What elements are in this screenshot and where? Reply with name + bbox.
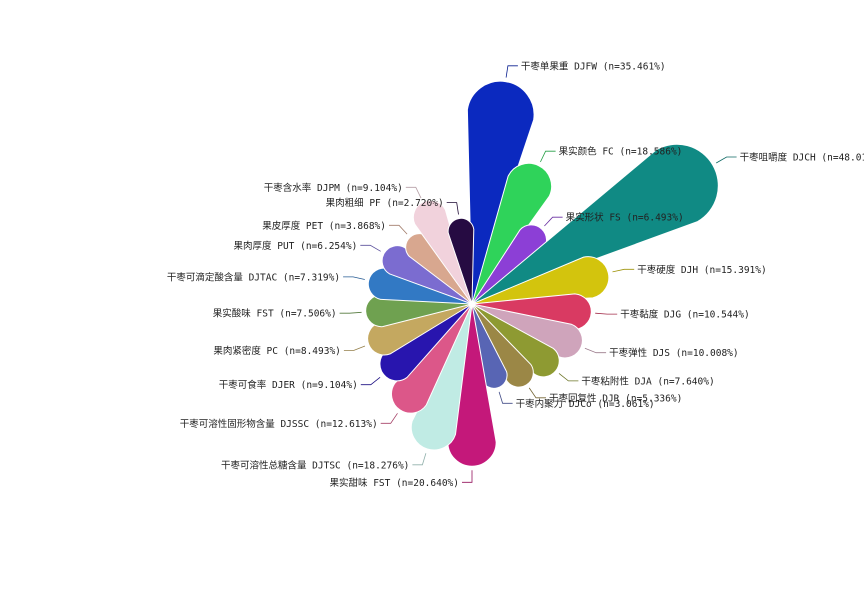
leader-line-5 (595, 312, 618, 315)
slice-label-16: 干枣可滴定酸含量 DJTAC (n=7.319%) (167, 271, 340, 283)
leader-line-4 (612, 268, 635, 273)
slice-label-12: 干枣可溶性固形物含量 DJSSC (n=12.613%) (180, 418, 378, 430)
leader-line-9 (498, 391, 513, 404)
petal-djpm-19 (412, 199, 473, 305)
leader-line-2 (544, 216, 563, 227)
slice-label-10: 果实甜味 FST (n=20.640%) (329, 477, 459, 489)
petal-fst-10 (447, 303, 497, 467)
labels-layer: 干枣单果重 DJFW (n=35.461%) 果实颜色 FC (n=18.586%… (167, 60, 864, 489)
petal-djssc-12 (391, 303, 473, 414)
leader-line-19 (405, 186, 422, 199)
leader-line-1 (540, 150, 556, 163)
slice-label-8: 干枣回复性 DJR (n=5.336%) (549, 392, 682, 404)
petal-fc-1 (471, 162, 553, 305)
petal-djs-6 (471, 303, 583, 359)
slice-label-0: 干枣单果重 DJFW (n=35.461%) (521, 60, 666, 72)
leader-line-6 (584, 347, 607, 354)
leader-line-10 (462, 470, 473, 483)
leader-line-8 (528, 387, 546, 399)
slice-label-20: 果肉粗细 PF (n=2.720%) (326, 197, 444, 209)
petal-djtsc-11 (410, 303, 473, 451)
leader-line-0 (505, 65, 518, 78)
slice-label-18: 果皮厚度 PET (n=3.868%) (262, 220, 386, 232)
leader-line-14 (343, 345, 366, 351)
slice-label-4: 干枣硬度 DJH (n=15.391%) (637, 264, 767, 276)
leader-line-16 (343, 276, 365, 280)
leader-line-13 (360, 376, 381, 386)
leader-line-11 (412, 453, 427, 466)
petal-djch-3 (471, 143, 719, 305)
leader-line-18 (389, 224, 408, 235)
petal-djh-4 (471, 256, 610, 305)
slice-label-6: 干枣弹性 DJS (n=10.008%) (609, 347, 739, 359)
petals-layer (365, 80, 719, 467)
leader-line-15 (339, 311, 362, 314)
petal-dja-7 (471, 303, 560, 378)
slice-label-7: 干枣粘附性 DJA (n=7.640%) (581, 375, 714, 387)
slice-label-1: 果实颜色 FC (n=18.586%) (559, 146, 683, 158)
leader-line-3 (716, 156, 737, 164)
leader-line-17 (360, 244, 381, 252)
slice-label-13: 干枣可食率 DJER (n=9.104%) (219, 379, 358, 391)
slice-label-9: 干枣内聚力 DJCo (n=3.061%) (516, 398, 655, 410)
leader-line-7 (558, 373, 579, 382)
slice-label-5: 干枣黏度 DJG (n=10.544%) (620, 309, 750, 321)
petal-pf-20 (447, 217, 475, 305)
slice-label-3: 干枣咀嚼度 DJCH (n=48.012%) (740, 152, 864, 164)
petal-djfw-0 (466, 80, 535, 305)
slice-label-2: 果实形状 FS (n=6.493%) (566, 212, 684, 224)
slice-label-19: 干枣含水率 DJPM (n=9.104%) (264, 182, 403, 194)
leader-line-12 (380, 413, 398, 424)
petal-put-17 (381, 245, 473, 305)
petal-djr-8 (471, 303, 534, 388)
slice-label-15: 果实酸味 FST (n=7.506%) (213, 308, 337, 320)
slice-label-14: 果肉紧密度 PC (n=8.493%) (213, 345, 341, 357)
leader-line-20 (446, 202, 459, 215)
slice-label-11: 干枣可溶性总糖含量 DJTSC (n=18.276%) (221, 459, 409, 471)
slice-label-17: 果肉厚度 PUT (n=6.254%) (234, 240, 358, 252)
